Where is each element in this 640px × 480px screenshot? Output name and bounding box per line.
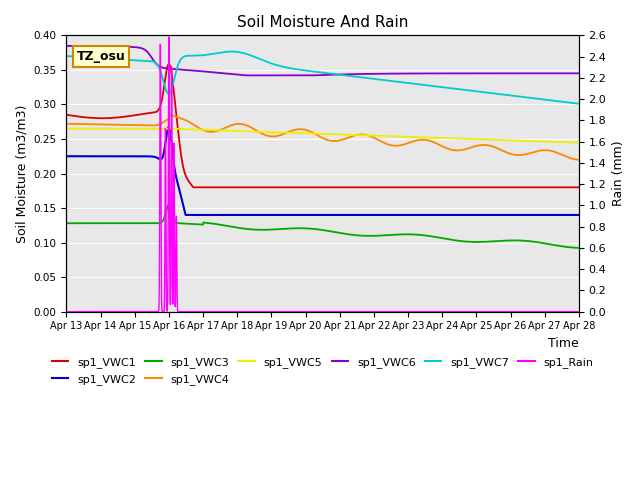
Title: Soil Moisture And Rain: Soil Moisture And Rain [237,15,408,30]
Legend: sp1_VWC1, sp1_VWC2, sp1_VWC3, sp1_VWC4, sp1_VWC5, sp1_VWC6, sp1_VWC7, sp1_Rain: sp1_VWC1, sp1_VWC2, sp1_VWC3, sp1_VWC4, … [47,353,598,389]
Y-axis label: Soil Moisture (m3/m3): Soil Moisture (m3/m3) [15,104,28,243]
Text: TZ_osu: TZ_osu [77,50,125,63]
Y-axis label: Rain (mm): Rain (mm) [612,141,625,206]
X-axis label: Time: Time [548,337,579,350]
